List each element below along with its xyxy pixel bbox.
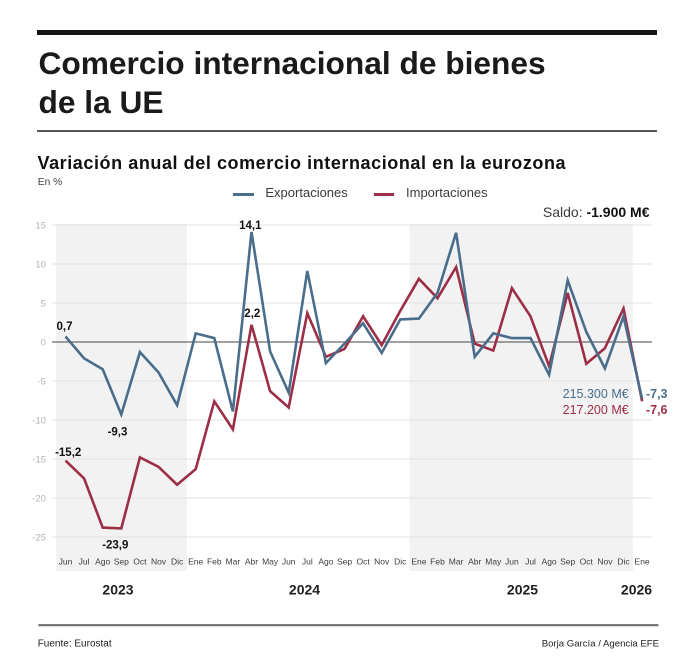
svg-text:Mar: Mar bbox=[449, 557, 464, 567]
svg-text:Nov: Nov bbox=[597, 557, 613, 567]
svg-text:2023: 2023 bbox=[102, 581, 133, 597]
svg-text:-7,3: -7,3 bbox=[646, 387, 668, 401]
svg-text:0,7: 0,7 bbox=[57, 321, 73, 333]
svg-text:Jun: Jun bbox=[59, 557, 73, 567]
svg-text:Jul: Jul bbox=[79, 557, 90, 567]
svg-text:2024: 2024 bbox=[289, 581, 320, 597]
svg-text:Sep: Sep bbox=[337, 557, 352, 567]
svg-text:Oct: Oct bbox=[356, 557, 370, 567]
svg-text:15: 15 bbox=[35, 221, 46, 232]
svg-text:-9,3: -9,3 bbox=[108, 427, 128, 439]
svg-text:Ago: Ago bbox=[542, 557, 557, 567]
svg-text:Ene: Ene bbox=[188, 557, 203, 567]
svg-text:Ago: Ago bbox=[95, 557, 110, 567]
svg-text:Dic: Dic bbox=[394, 557, 407, 567]
svg-text:Sep: Sep bbox=[114, 557, 129, 567]
svg-text:Jul: Jul bbox=[302, 557, 313, 567]
svg-text:Jul: Jul bbox=[525, 557, 536, 567]
svg-text:Fuente: Eurostat: Fuente: Eurostat bbox=[38, 639, 112, 650]
svg-text:5: 5 bbox=[41, 299, 46, 310]
svg-text:Borja García / Agencia EFE: Borja García / Agencia EFE bbox=[542, 639, 659, 650]
svg-text:-15,2: -15,2 bbox=[55, 447, 81, 459]
svg-text:2026: 2026 bbox=[621, 581, 652, 597]
svg-text:10: 10 bbox=[35, 260, 46, 271]
svg-text:Dic: Dic bbox=[171, 557, 184, 567]
svg-text:Ene: Ene bbox=[635, 557, 650, 567]
svg-text:Ene: Ene bbox=[411, 557, 426, 567]
svg-text:May: May bbox=[485, 557, 502, 567]
svg-text:Ago: Ago bbox=[318, 557, 333, 567]
svg-text:Oct: Oct bbox=[133, 557, 147, 567]
svg-text:Nov: Nov bbox=[374, 557, 390, 567]
svg-text:Jun: Jun bbox=[505, 557, 519, 567]
svg-text:-15: -15 bbox=[32, 455, 46, 466]
svg-text:Nov: Nov bbox=[151, 557, 167, 567]
svg-text:0: 0 bbox=[41, 338, 46, 349]
svg-text:-5: -5 bbox=[37, 377, 46, 388]
svg-text:Abr: Abr bbox=[468, 557, 481, 567]
svg-text:14,1: 14,1 bbox=[239, 220, 262, 232]
svg-text:Sep: Sep bbox=[560, 557, 575, 567]
svg-text:-10: -10 bbox=[32, 416, 46, 427]
svg-text:215.300 M€: 215.300 M€ bbox=[563, 387, 629, 401]
svg-text:Dic: Dic bbox=[617, 557, 630, 567]
svg-text:Feb: Feb bbox=[430, 557, 445, 567]
svg-text:2025: 2025 bbox=[507, 581, 538, 597]
svg-text:Mar: Mar bbox=[226, 557, 241, 567]
svg-text:Abr: Abr bbox=[245, 557, 258, 567]
svg-text:-7,6: -7,6 bbox=[646, 403, 668, 417]
svg-text:2,2: 2,2 bbox=[244, 308, 260, 320]
svg-text:May: May bbox=[262, 557, 279, 567]
svg-text:Feb: Feb bbox=[207, 557, 222, 567]
svg-text:-20: -20 bbox=[32, 494, 46, 505]
svg-text:-23,9: -23,9 bbox=[102, 539, 128, 551]
svg-text:217.200 M€: 217.200 M€ bbox=[563, 403, 629, 417]
svg-text:Oct: Oct bbox=[580, 557, 594, 567]
svg-text:Jun: Jun bbox=[282, 557, 296, 567]
svg-text:-25: -25 bbox=[32, 533, 46, 544]
